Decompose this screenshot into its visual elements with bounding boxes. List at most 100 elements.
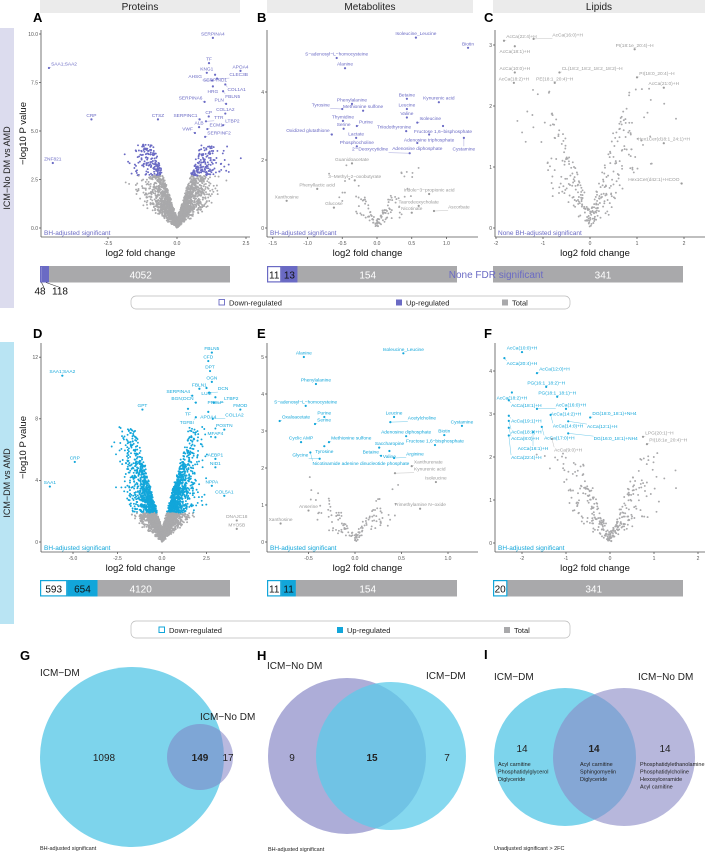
point (124, 181, 127, 184)
point (168, 210, 171, 213)
point (187, 183, 190, 186)
point (563, 192, 566, 195)
point (400, 213, 403, 216)
point-label: PI(18:1e_20:4)−H (616, 43, 655, 49)
point (128, 182, 131, 185)
significant-point (200, 499, 203, 502)
point (171, 211, 174, 214)
point (162, 194, 165, 197)
significant-point (222, 149, 225, 152)
point-label: PE(18:1_20:4)−H (536, 76, 574, 82)
point-label: ECM1 (210, 123, 224, 129)
point (135, 193, 138, 195)
point (143, 193, 146, 196)
point (577, 196, 580, 198)
point (380, 215, 383, 218)
significant-point (212, 150, 215, 152)
point (187, 195, 189, 198)
point (409, 195, 412, 198)
point (403, 175, 406, 178)
x-axis-label: log2 fold change (560, 248, 630, 259)
significant-point (123, 153, 126, 156)
point (553, 169, 556, 172)
point (157, 180, 160, 183)
significant-point (149, 145, 152, 148)
labeled-point (211, 85, 214, 88)
y-tick-label: 0 (261, 226, 264, 232)
point (617, 174, 620, 176)
point (154, 190, 157, 193)
label-leader-line (222, 91, 226, 95)
point (194, 203, 197, 206)
point (198, 174, 201, 177)
point (175, 221, 178, 224)
point (572, 204, 575, 207)
significant-point (131, 486, 134, 488)
significant-point (127, 463, 130, 466)
significant-point (188, 458, 191, 461)
point (182, 216, 185, 219)
point (192, 213, 194, 216)
point-label: AHSG (188, 74, 202, 80)
point (160, 195, 163, 198)
point (182, 202, 185, 205)
point-label: Guanidoacetate (335, 157, 369, 163)
point (166, 193, 169, 196)
point (607, 153, 610, 156)
point (139, 197, 142, 200)
significant-point (140, 154, 143, 157)
point (155, 202, 158, 204)
point (159, 174, 162, 177)
significant-point (199, 163, 202, 166)
point (171, 220, 174, 223)
point (135, 188, 138, 191)
significant-point (137, 490, 139, 493)
significant-point (209, 157, 212, 159)
significant-point (210, 171, 213, 174)
point (134, 184, 137, 186)
point (196, 186, 198, 189)
point (580, 200, 583, 203)
significant-point (132, 471, 135, 474)
point (187, 199, 190, 202)
point (567, 160, 570, 163)
significant-point (215, 161, 218, 164)
point (580, 196, 583, 199)
significant-point (223, 165, 226, 168)
significant-point (207, 170, 210, 172)
point (164, 203, 167, 206)
point (157, 178, 160, 181)
y-tick-label: 4 (261, 90, 264, 96)
x-tick-label: 2 (683, 241, 686, 247)
point (386, 216, 389, 219)
point (567, 201, 570, 204)
point (595, 207, 598, 210)
point (143, 187, 146, 190)
x-tick-label: 0.5 (408, 241, 415, 247)
point (663, 102, 666, 105)
point (569, 174, 572, 177)
point (355, 210, 358, 213)
significant-point (205, 148, 208, 151)
point (158, 190, 161, 192)
point (588, 221, 591, 224)
point-label: SERPINA6 (179, 95, 203, 101)
point (586, 207, 589, 210)
x-tick-label: 0 (589, 241, 592, 247)
point (389, 198, 391, 201)
point (192, 188, 194, 191)
significant-point (209, 159, 212, 162)
point (162, 185, 165, 188)
point (383, 209, 386, 212)
label-leader-line (330, 108, 343, 110)
point (153, 198, 156, 201)
point (191, 202, 194, 205)
down-count: 11 (269, 271, 280, 282)
point (391, 199, 394, 202)
point-label: HRG (208, 89, 219, 95)
point-label: APOA4 (232, 64, 248, 70)
point (159, 205, 162, 208)
point (155, 205, 158, 208)
point-label: Betaine (399, 92, 416, 98)
